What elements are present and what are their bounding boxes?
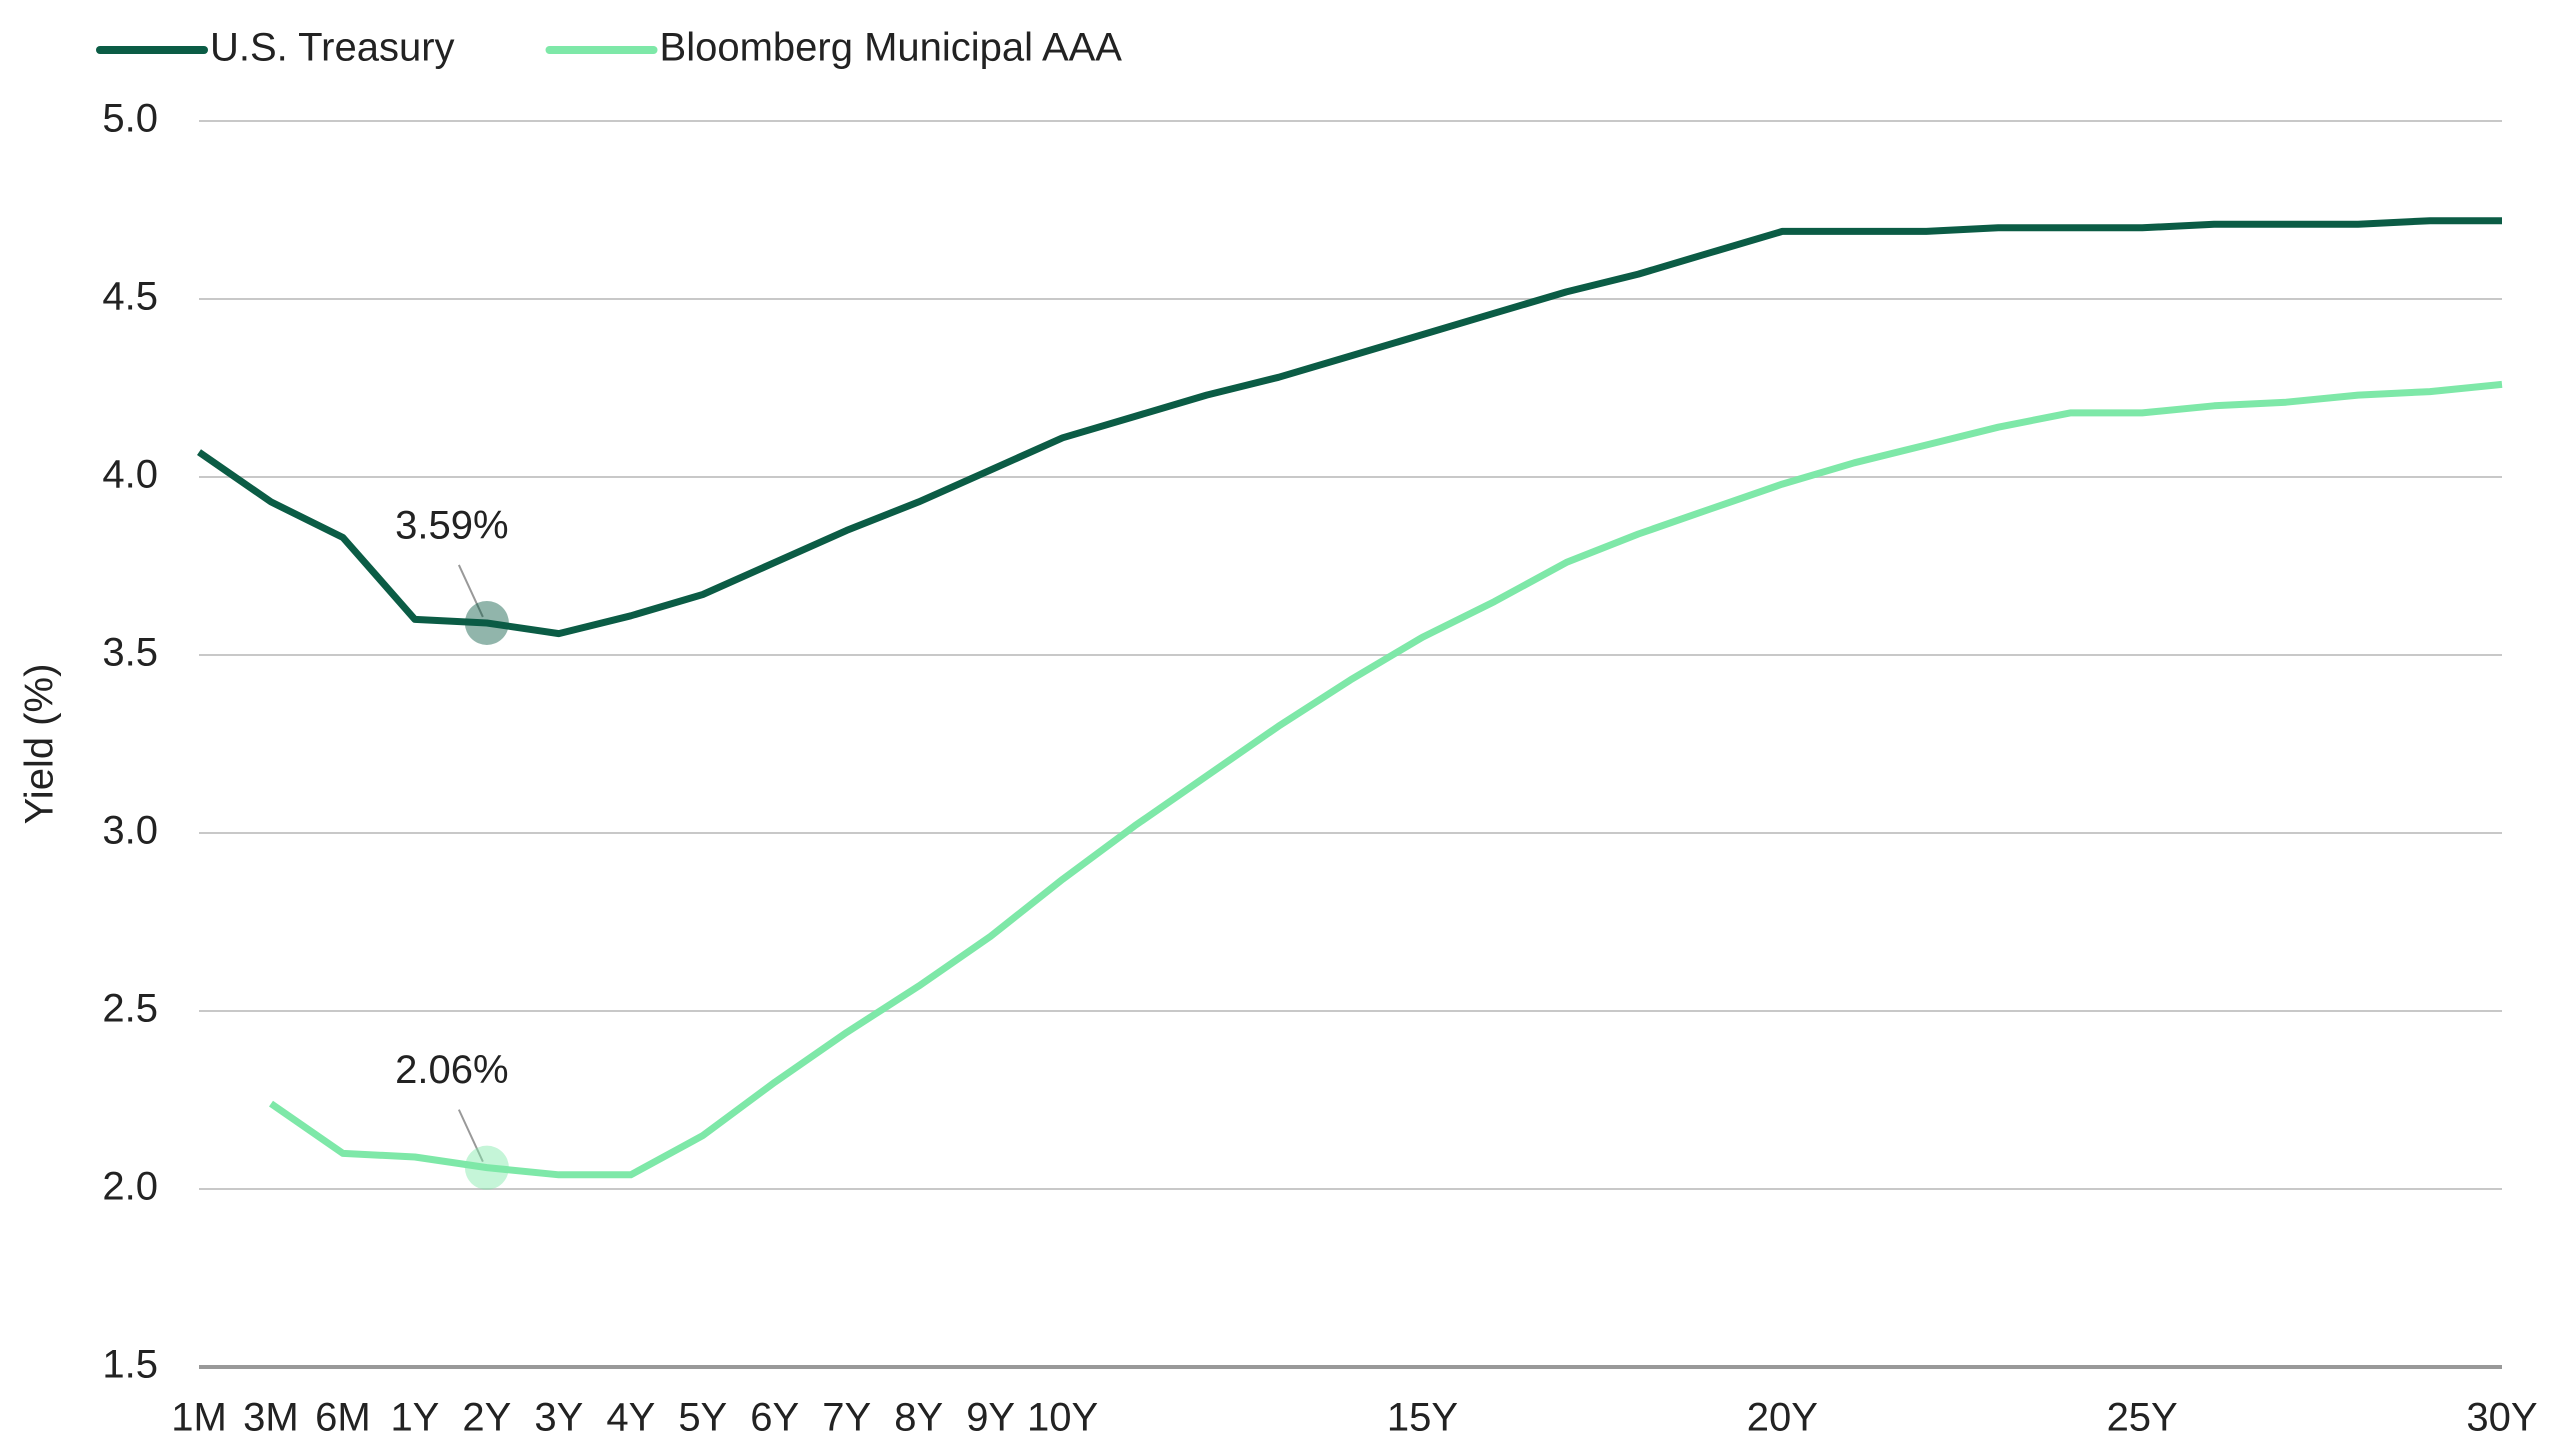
x-tick-label: 25Y: [2107, 1396, 2178, 1440]
annotation-marker: [464, 1145, 509, 1190]
annotation-marker: [464, 600, 509, 645]
x-tick-label: 9Y: [966, 1396, 1015, 1440]
x-tick-label: 2Y: [462, 1396, 511, 1440]
y-tick-label: 4.0: [102, 453, 158, 497]
series-line: [197, 217, 2502, 638]
y-tick-label: 5.0: [102, 97, 158, 141]
y-tick-label: 3.0: [102, 809, 158, 853]
legend-label: Bloomberg Municipal AAA: [660, 26, 1123, 70]
y-axis-title: Yield (%): [18, 664, 62, 825]
x-tick-label: 3Y: [534, 1396, 583, 1440]
x-tick-label: 1Y: [390, 1396, 439, 1440]
x-tick-label: 15Y: [1387, 1396, 1458, 1440]
annotation-leader: [457, 564, 484, 618]
data-label: 3.59%: [395, 504, 508, 548]
y-tick-label: 3.5: [102, 631, 158, 675]
y-tick-label: 2.5: [102, 987, 158, 1031]
x-tick-label: 5Y: [678, 1396, 727, 1440]
annotation-leader: [457, 1109, 484, 1163]
legend-label: U.S. Treasury: [210, 26, 455, 70]
x-tick-label: 10Y: [1027, 1396, 1098, 1440]
y-tick-label: 1.5: [102, 1343, 158, 1387]
x-tick-label: 30Y: [2466, 1396, 2537, 1440]
x-tick-label: 8Y: [894, 1396, 943, 1440]
x-tick-label: 6Y: [750, 1396, 799, 1440]
x-tick-label: 6M: [315, 1396, 371, 1440]
x-tick-label: 7Y: [822, 1396, 871, 1440]
data-label: 2.06%: [395, 1048, 508, 1092]
x-tick-label: 1M: [171, 1396, 227, 1440]
x-tick-label: 4Y: [606, 1396, 655, 1440]
series-line: [269, 380, 2503, 1179]
x-tick-label: 3M: [243, 1396, 299, 1440]
y-tick-label: 2.0: [102, 1165, 158, 1209]
x-tick-label: 20Y: [1747, 1396, 1818, 1440]
y-tick-label: 4.5: [102, 275, 158, 319]
